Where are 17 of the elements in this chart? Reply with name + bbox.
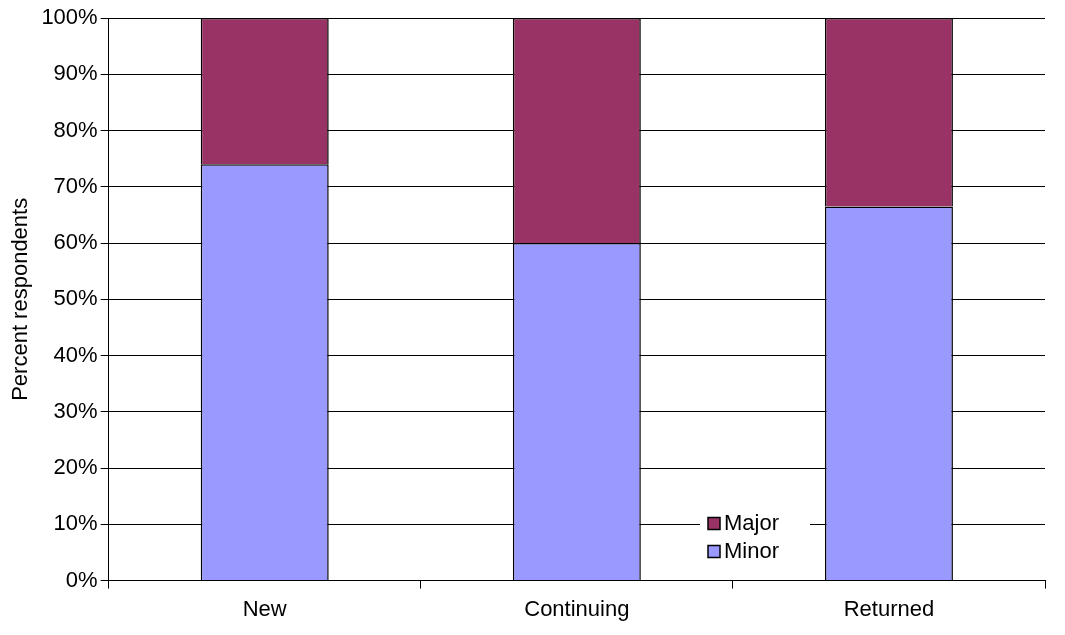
y-tick-label: 70% [53, 172, 98, 198]
y-tick-label: 30% [53, 397, 98, 423]
y-axis-title: Percent respondents [7, 197, 33, 401]
y-tick-label: 20% [53, 454, 98, 480]
y-tick-label: 100% [41, 4, 98, 30]
y-tick-label: 10% [53, 510, 98, 536]
y-tick-label: 80% [53, 116, 98, 142]
x-tick-label: Continuing [524, 595, 630, 621]
y-tick-label: 90% [53, 60, 98, 86]
y-tick-label: 60% [53, 229, 98, 255]
y-tick-label: 40% [53, 341, 98, 367]
y-tick-label: 50% [53, 285, 98, 311]
legend-label: Minor [724, 537, 780, 563]
x-tick-label: Returned [843, 595, 935, 621]
legend-label: Major [724, 509, 780, 535]
y-tick-label: 0% [65, 566, 98, 592]
x-tick-label: New [242, 595, 287, 621]
